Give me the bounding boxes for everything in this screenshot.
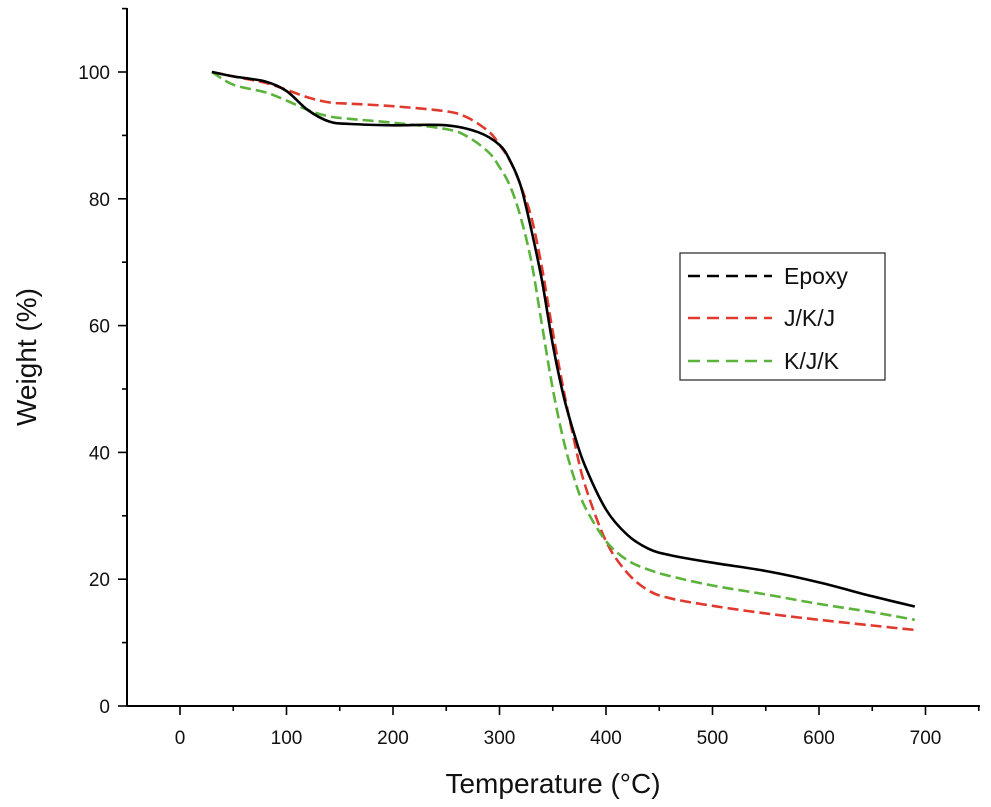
legend-label-jkj: J/K/J [784, 305, 835, 331]
legend-label-kjk: K/J/K [784, 348, 840, 374]
series-line-epoxy [211, 70, 916, 608]
y-tick-label: 100 [78, 63, 110, 84]
series-group [211, 70, 916, 632]
series-line-k-j-k [211, 70, 916, 622]
x-tick-label: 400 [590, 728, 622, 749]
y-tick-label: 0 [99, 697, 110, 718]
series-line-j-k-j [211, 70, 915, 632]
x-tick-label: 200 [377, 728, 409, 749]
legend-label-epoxy: Epoxy [784, 263, 848, 289]
x-tick-label: 0 [175, 728, 186, 749]
y-tick-label: 20 [89, 570, 110, 591]
x-tick-label: 500 [697, 728, 729, 749]
x-tick-label: 600 [803, 728, 835, 749]
legend-box [679, 252, 886, 381]
legend-entry-kjk: K/J/K [688, 348, 840, 374]
y-tick-label: 60 [89, 317, 110, 338]
y-tick-label: 80 [89, 190, 110, 211]
x-tick-label: 700 [910, 728, 942, 749]
y-ticks: 0 20 40 60 80 100 [78, 7, 127, 718]
x-ticks: 0 100 200 300 400 500 600 700 [175, 706, 980, 749]
x-tick-label: 100 [271, 728, 303, 749]
legend-entry-epoxy: Epoxy [688, 263, 848, 289]
x-axis-title: Temperature (°C) [445, 768, 660, 799]
x-tick-label: 300 [484, 728, 516, 749]
legend-entry-jkj: J/K/J [688, 305, 835, 331]
legend: Epoxy J/K/J K/J/K [679, 252, 886, 381]
y-axis-title: Weight (%) [11, 288, 42, 426]
y-tick-label: 40 [89, 443, 110, 464]
